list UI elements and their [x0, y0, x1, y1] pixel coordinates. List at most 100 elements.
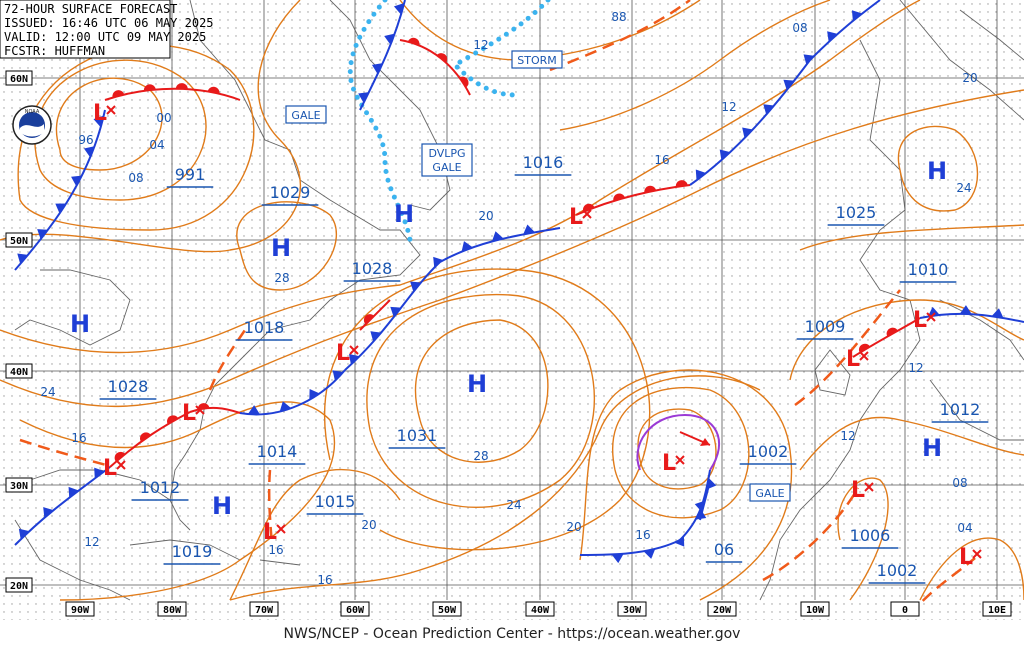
- pressure-labels: 1006: [850, 526, 891, 545]
- low-centers: L: [851, 478, 865, 503]
- footer-band: [0, 620, 1024, 652]
- cold-front-pip: [851, 10, 863, 21]
- cold-front-pip: [55, 203, 67, 214]
- low-centers: L: [93, 101, 107, 126]
- latitude-labels: 60N 50N 40N 30N 20N: [5, 70, 33, 593]
- isobar-labels: 04: [957, 521, 972, 535]
- warm-front-pip: [175, 83, 188, 90]
- isobars: [612, 386, 750, 519]
- cold-front-pip: [719, 149, 731, 161]
- isobar-labels: 20: [361, 518, 376, 532]
- header-box: [0, 0, 171, 59]
- isobar-labels: 12: [840, 429, 855, 443]
- isobar-labels: 16: [71, 431, 86, 445]
- isobar-labels: 28: [473, 449, 488, 463]
- fronts: [359, 0, 406, 111]
- trough: [762, 487, 860, 582]
- cold-front-pip: [694, 500, 705, 513]
- warm-front-pip: [363, 314, 375, 325]
- isobars: [579, 369, 793, 601]
- isobars: [229, 468, 401, 601]
- low-centers: L: [263, 520, 277, 545]
- cold-front-pip: [43, 507, 54, 518]
- trough: [794, 289, 901, 407]
- longitude-label: 30W: [623, 605, 642, 616]
- warning-boxes: GALE: [291, 109, 320, 122]
- low-center-mark: [195, 405, 205, 415]
- pressure-labels: 1028: [108, 377, 149, 396]
- pressure-labels: 991: [175, 165, 206, 184]
- cold-front-pip: [309, 388, 320, 400]
- pressure-labels: 06: [714, 540, 734, 559]
- isobar-labels: 12: [473, 38, 488, 52]
- longitude-label: 90W: [71, 605, 90, 616]
- isobar-labels: 20: [478, 209, 493, 223]
- cold-front-pip: [927, 306, 940, 317]
- warm-front-pip: [582, 203, 595, 212]
- warning-boxes: GALE: [755, 487, 784, 500]
- cold-front-pip: [94, 467, 105, 479]
- pressure-labels: 1018: [244, 318, 285, 337]
- warm-front-pip: [436, 53, 448, 63]
- warning-boxes: STORM: [517, 54, 557, 67]
- isobar-labels: 96 00 04 08 12 88 08 20 12 16 20 24 28 1…: [40, 10, 977, 587]
- latitude-labels: 20N: [10, 581, 28, 592]
- pressure-labels: 1025: [836, 203, 877, 222]
- cold-front-pip: [332, 370, 344, 381]
- isobars: [236, 201, 337, 291]
- warm-front-pip: [167, 415, 179, 425]
- coastline: [129, 539, 301, 566]
- longitude-label: 10E: [988, 605, 1006, 616]
- cold-front-pip: [17, 253, 29, 264]
- cold-front-pip: [348, 353, 360, 365]
- low-centers: L: [846, 347, 860, 372]
- low-centers: L: [662, 451, 676, 476]
- pressure-labels: 1031: [397, 426, 438, 445]
- cold-front-pip: [783, 79, 795, 91]
- trough: [549, 0, 691, 72]
- coastline: [169, 0, 421, 531]
- latitude-labels: 40N: [10, 367, 28, 378]
- cold-front-pip: [279, 401, 292, 412]
- cold-front-pip: [68, 486, 79, 498]
- low-centers: L: [913, 308, 927, 333]
- isobars: [0, 0, 921, 354]
- trough: [19, 0, 976, 616]
- warm-front-pip: [613, 193, 626, 202]
- latitude-labels: [5, 577, 33, 593]
- header-box: 72-HOUR SURFACE FORECAST: [4, 2, 177, 16]
- cold-front-pip: [991, 308, 1004, 319]
- longitude-label-box: [982, 601, 1012, 617]
- coastline: [14, 269, 131, 346]
- high-centers: H: [394, 200, 414, 228]
- low-center-mark: [972, 549, 982, 559]
- low-centers: L: [569, 205, 583, 230]
- longitude-label-box: [432, 601, 462, 617]
- cold-front-pip: [643, 548, 656, 559]
- pressure-labels: 1002: [748, 442, 789, 461]
- low-centers: L: [336, 341, 350, 366]
- pressure-labels: 1010: [908, 260, 949, 279]
- cold-front-pip: [18, 528, 30, 540]
- longitude-label-box: [800, 601, 830, 617]
- isobar-labels: 16: [317, 573, 332, 587]
- cold-front-pip: [461, 241, 473, 252]
- pressure-labels: 1002: [877, 561, 918, 580]
- warning-boxes: [749, 483, 791, 502]
- isobars: [559, 0, 831, 131]
- isobars: [919, 537, 1024, 601]
- isobar-labels: 16: [268, 543, 283, 557]
- header-box: ISSUED: 16:46 UTC 06 MAY 2025: [4, 16, 214, 30]
- longitude-label-box: [157, 601, 187, 617]
- isobars: [55, 77, 163, 171]
- map-background: [0, 0, 1024, 620]
- isobars: [19, 401, 336, 601]
- cold-front-pip: [695, 169, 707, 181]
- isobar-labels: 08: [128, 171, 143, 185]
- isobar-labels: 12: [721, 100, 736, 114]
- low-center-mark: [859, 351, 869, 361]
- latitude-labels: [5, 232, 33, 248]
- isobar-labels: 00: [156, 111, 171, 125]
- fronts: [636, 413, 721, 471]
